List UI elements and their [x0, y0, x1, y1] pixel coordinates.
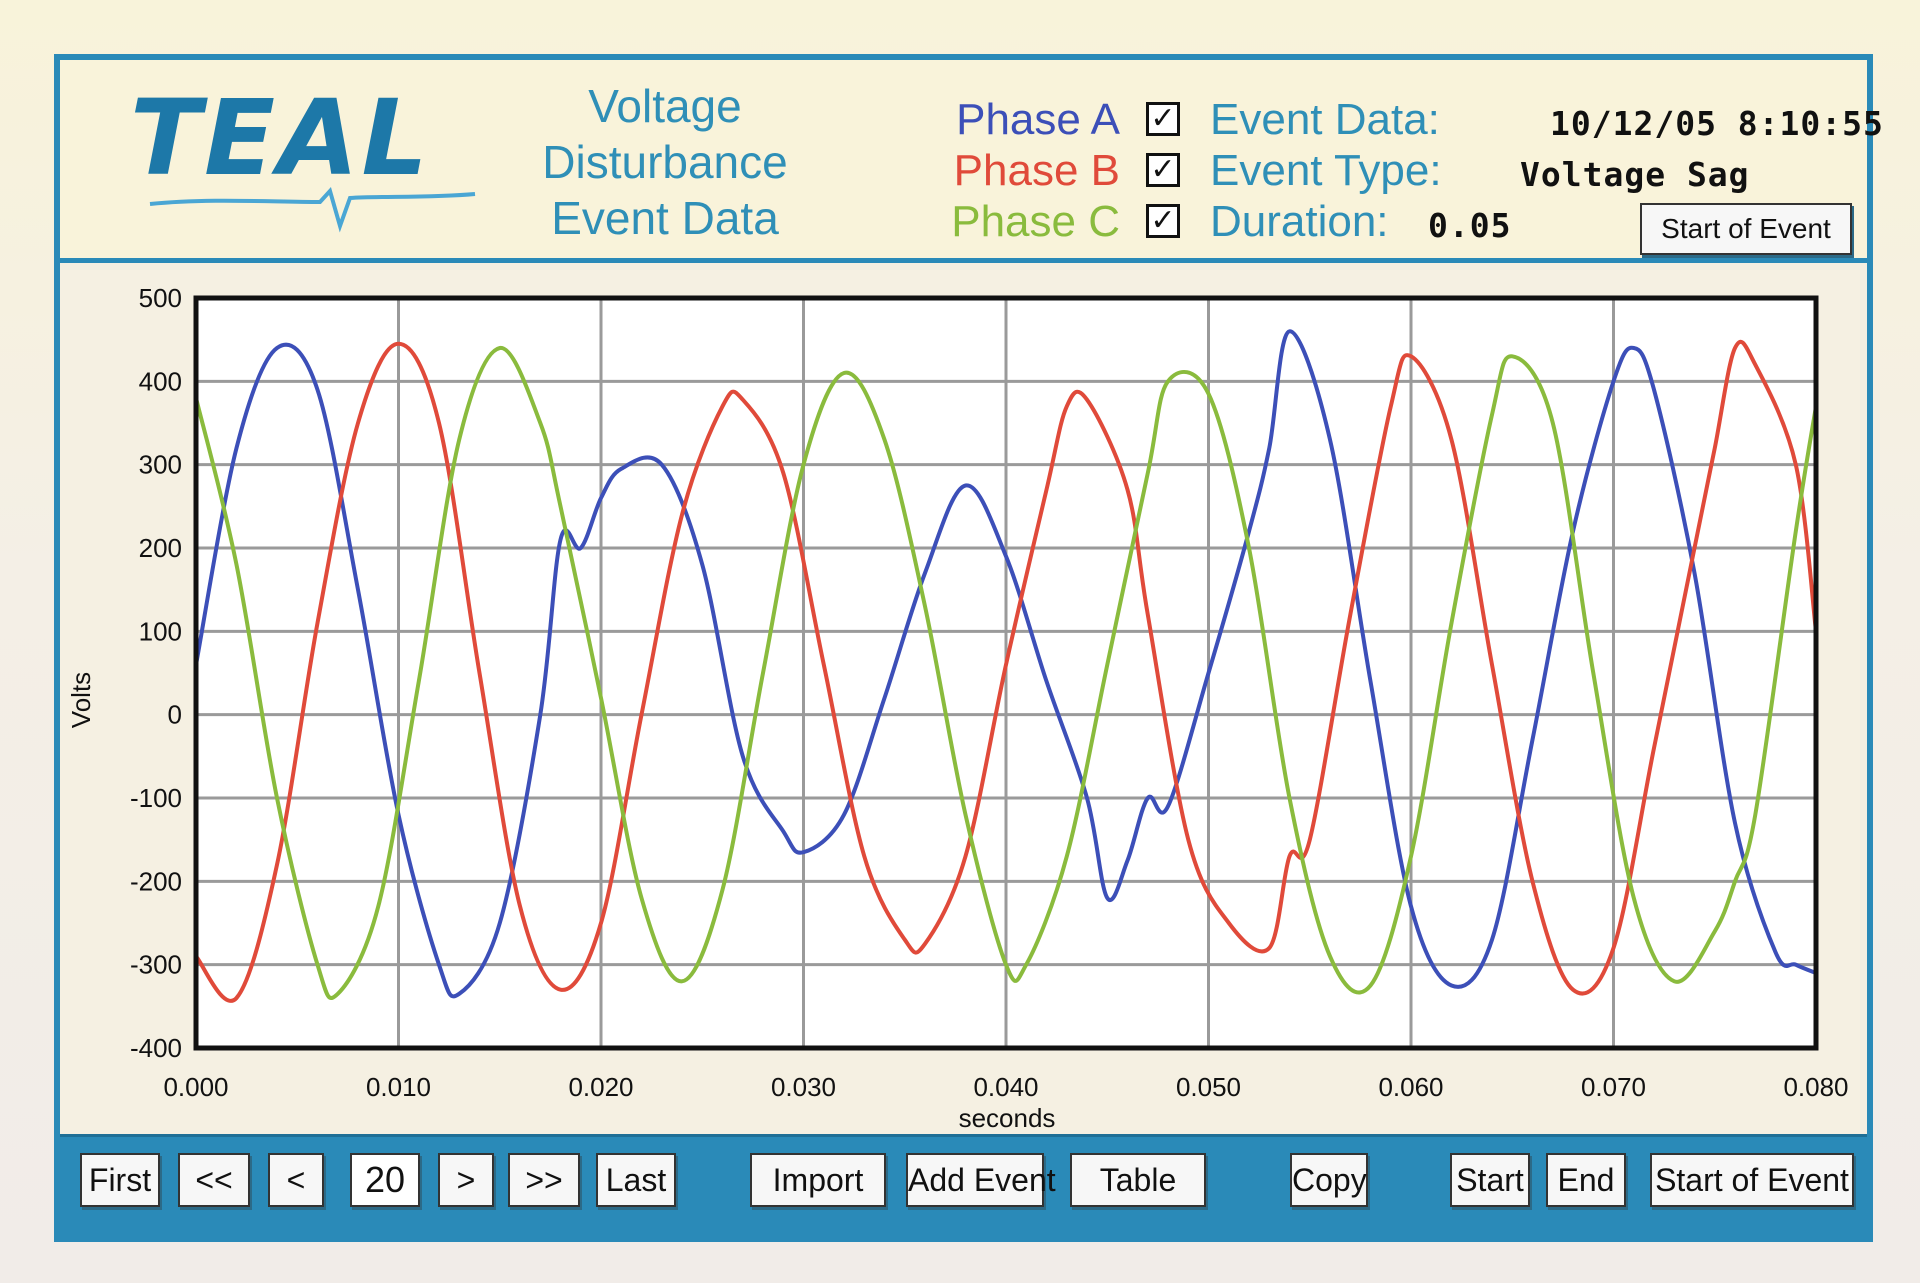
logo-text: TEAL: [130, 77, 431, 199]
event-type-value: Voltage Sag: [1520, 155, 1750, 194]
x-tick-label: 0.000: [163, 1072, 228, 1102]
event-info: Event Data: 10/12/05 8:10:55 Event Type:…: [1210, 95, 1883, 249]
start-of-event-button[interactable]: Start of Event: [1650, 1153, 1854, 1207]
event-data-row: Event Data: 10/12/05 8:10:55: [1210, 95, 1883, 147]
x-tick-label: 0.050: [1176, 1072, 1241, 1102]
phase-b-row: Phase B ✓: [890, 147, 1180, 198]
x-axis-label: seconds: [959, 1103, 1056, 1133]
start-button[interactable]: Start: [1450, 1153, 1530, 1207]
phase-c-label: Phase C: [951, 197, 1120, 246]
y-tick-label: 200: [139, 533, 182, 563]
title-line: Event Data: [551, 192, 779, 244]
page-title: Voltage Disturbance Event Data: [500, 78, 830, 246]
phase-selector: Phase A ✓ Phase B ✓ Phase C ✓: [890, 96, 1180, 249]
event-type-row: Event Type: Voltage Sag: [1210, 147, 1860, 198]
y-axis-label: Volts: [66, 672, 96, 728]
duration-row: Duration: 0.05: [1210, 198, 1860, 249]
import-button[interactable]: Import: [750, 1153, 886, 1207]
series-line-phase-a: [194, 329, 1817, 999]
event-type-label: Event Type:: [1210, 146, 1442, 195]
last-button[interactable]: Last: [596, 1153, 676, 1207]
y-tick-label: -300: [130, 950, 182, 980]
start-of-event-button-top[interactable]: Start of Event: [1640, 203, 1852, 255]
app-window: TEAL Voltage Disturbance Event Data Phas…: [54, 54, 1883, 1242]
x-tick-label: 0.040: [973, 1072, 1038, 1102]
phase-b-checkbox[interactable]: ✓: [1146, 153, 1180, 187]
event-data-value: 10/12/05 8:10:55: [1550, 104, 1884, 143]
header-panel: TEAL Voltage Disturbance Event Data Phas…: [60, 60, 1883, 263]
end-button[interactable]: End: [1546, 1153, 1626, 1207]
teal-logo: TEAL: [130, 86, 490, 246]
x-tick-label: 0.060: [1378, 1072, 1443, 1102]
add-event-button[interactable]: Add Event: [906, 1153, 1056, 1207]
table-button[interactable]: Table: [1070, 1153, 1206, 1207]
voltage-chart: 500 400 300 200 100 0 -100 -200 -300 -400 0.000 0.0…: [66, 283, 1849, 1133]
first-button[interactable]: First: [80, 1153, 160, 1207]
copy-button[interactable]: Copy: [1290, 1153, 1368, 1207]
x-tick-label: 0.070: [1581, 1072, 1646, 1102]
prev-button[interactable]: <: [268, 1153, 324, 1207]
next-page-button[interactable]: >>: [508, 1153, 580, 1207]
page-number-input[interactable]: 20: [350, 1153, 420, 1207]
x-tick-label: 0.030: [771, 1072, 836, 1102]
y-tick-label: 300: [139, 450, 182, 480]
y-tick-label: -100: [130, 783, 182, 813]
y-tick-label: 500: [139, 283, 182, 313]
next-button[interactable]: >: [438, 1153, 494, 1207]
series-line-phase-c: [194, 346, 1818, 1000]
phase-a-row: Phase A ✓: [890, 96, 1180, 147]
phase-c-row: Phase C ✓: [890, 198, 1180, 249]
x-tick-label: 0.080: [1783, 1072, 1848, 1102]
plot-border: [193, 295, 1819, 1051]
series-layer: [194, 329, 1818, 1003]
y-tick-label: -400: [130, 1033, 182, 1063]
y-tick-label: 100: [139, 616, 182, 646]
prev-page-button[interactable]: <<: [178, 1153, 250, 1207]
duration-value: 0.05: [1428, 206, 1512, 245]
axes: 500 400 300 200 100 0 -100 -200 -300 -400 0.000 0.0…: [130, 283, 1849, 1102]
navigation-toolbar: First << < 20 > >> Last Import Add Event…: [60, 1134, 1867, 1236]
title-line: Voltage: [588, 80, 742, 132]
phase-a-checkbox[interactable]: ✓: [1146, 102, 1180, 136]
duration-label: Duration:: [1210, 197, 1389, 246]
series-line-phase-b: [194, 340, 1818, 1003]
phase-b-label: Phase B: [953, 146, 1120, 195]
event-data-label: Event Data:: [1210, 95, 1440, 144]
y-tick-label: 400: [139, 366, 182, 396]
x-tick-label: 0.020: [568, 1072, 633, 1102]
chart-area: 500 400 300 200 100 0 -100 -200 -300 -400 0.000 0.0…: [60, 263, 1867, 1135]
y-tick-label: -200: [130, 866, 182, 896]
title-line: Disturbance: [542, 136, 788, 188]
x-tick-label: 0.010: [366, 1072, 431, 1102]
logo-waveform-icon: [149, 186, 476, 233]
phase-c-checkbox[interactable]: ✓: [1146, 204, 1180, 238]
phase-a-label: Phase A: [956, 95, 1120, 144]
y-tick-label: 0: [168, 700, 182, 730]
